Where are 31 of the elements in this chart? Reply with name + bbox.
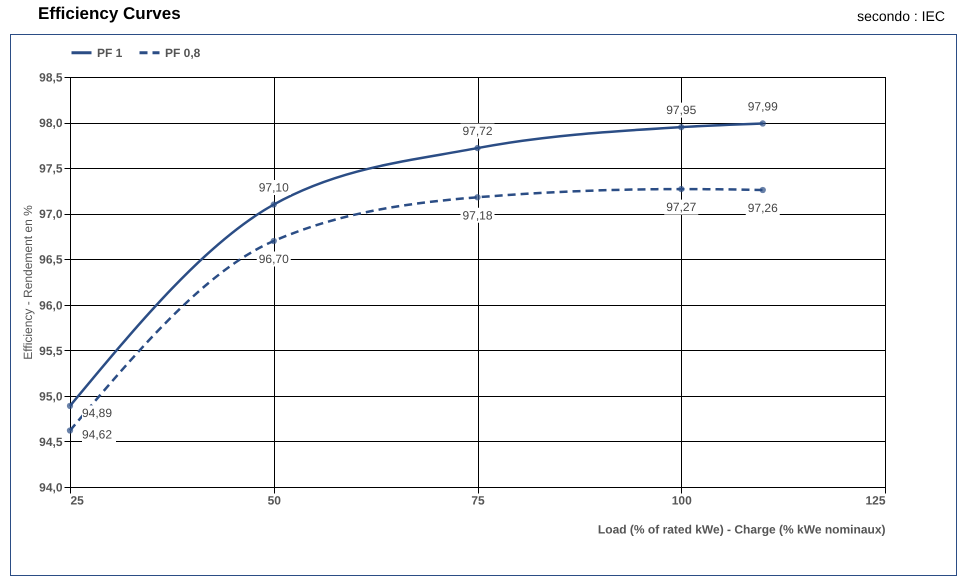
y-tick-label: 97,0 bbox=[39, 207, 63, 222]
y-axis-title: Efficiency - Rendement en % bbox=[21, 204, 36, 360]
y-tick-label: 94,5 bbox=[39, 434, 63, 449]
y-tick-label: 96,5 bbox=[39, 252, 63, 267]
x-tick-label: 50 bbox=[268, 494, 282, 508]
legend-label: PF 0,8 bbox=[165, 46, 201, 60]
data-label: 97,99 bbox=[748, 99, 778, 114]
data-label: 97,27 bbox=[666, 200, 697, 214]
data-label: 97,10 bbox=[258, 180, 290, 195]
y-tick-label: 98,5 bbox=[39, 70, 63, 84]
data-label: 97,26 bbox=[748, 200, 778, 215]
y-tick-label: 98,0 bbox=[39, 116, 63, 130]
y-tick-label: 94,0 bbox=[39, 480, 63, 494]
y-tick-label: 95,0 bbox=[39, 389, 63, 404]
text: secondo : IEC bbox=[857, 8, 945, 24]
x-tick-label: 125 bbox=[865, 494, 886, 508]
y-tick-label: 95,5 bbox=[39, 344, 63, 358]
data-label: 96,70 bbox=[258, 252, 290, 266]
chart-title: Efficiency Curves bbox=[38, 4, 181, 24]
legend-label: PF 1 bbox=[97, 46, 123, 60]
x-tick-label: 100 bbox=[672, 494, 692, 508]
data-label: 97,72 bbox=[462, 124, 493, 138]
y-tick-label: 96,0 bbox=[39, 298, 63, 312]
x-axis-title: Load (% of rated kWe) - Charge (% kWe nominaux) bbox=[598, 522, 886, 536]
data-label: 94,89 bbox=[82, 406, 112, 420]
x-tick-label: 75 bbox=[471, 494, 485, 508]
y-tick-label: 97,5 bbox=[39, 162, 63, 176]
x-tick-label: 25 bbox=[70, 494, 84, 508]
data-label: 97,95 bbox=[666, 103, 697, 118]
data-label: 94,62 bbox=[82, 428, 112, 442]
data-label: 97,18 bbox=[462, 208, 493, 222]
